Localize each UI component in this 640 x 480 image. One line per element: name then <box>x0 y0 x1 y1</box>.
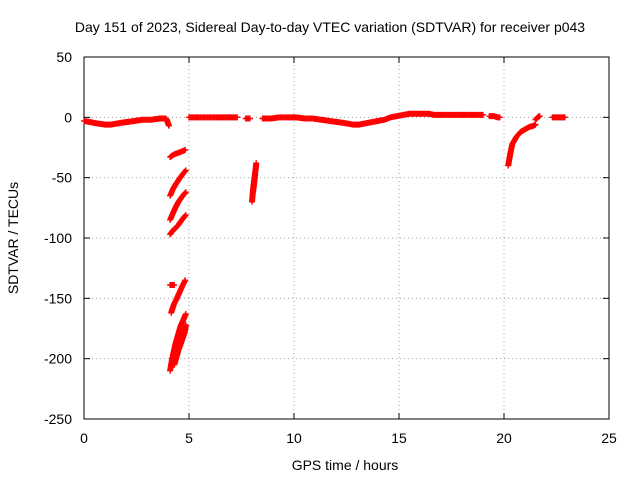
y-tick-label: -100 <box>44 230 72 246</box>
y-axis-label: SDTVAR / TECUs <box>5 182 21 294</box>
data-point <box>182 321 189 328</box>
x-tick-label: 20 <box>496 430 512 446</box>
data-point <box>171 282 178 289</box>
y-tick-label: -200 <box>44 351 72 367</box>
x-tick-label: 25 <box>601 430 617 446</box>
axis-ticks <box>83 56 610 420</box>
y-tick-label: -50 <box>52 170 72 186</box>
y-tick-label: 0 <box>64 109 72 125</box>
data-point <box>536 113 543 120</box>
data-point <box>561 114 568 121</box>
data-point <box>182 212 189 219</box>
data-point <box>234 114 241 121</box>
data-point <box>496 114 503 121</box>
data-point <box>166 122 173 129</box>
y-tick-label: -250 <box>44 411 72 427</box>
data-point <box>182 167 189 174</box>
data-point <box>182 189 189 196</box>
data-point <box>182 311 189 318</box>
data-point <box>182 189 189 196</box>
x-tick-label: 5 <box>185 430 193 446</box>
x-tick-label: 0 <box>80 430 88 446</box>
x-tick-label: 15 <box>391 430 407 446</box>
x-axis-label: GPS time / hours <box>292 457 399 473</box>
data-point <box>252 172 259 179</box>
data-point <box>182 168 189 175</box>
data-point <box>182 146 189 153</box>
axis-tick-labels: 0 5 10 15 20 25 50 0 -50 -100 -150 -200 -250 <box>44 49 617 446</box>
x-tick-label: 10 <box>286 430 302 446</box>
y-tick-label: -150 <box>44 290 72 306</box>
data-points <box>81 110 568 374</box>
chart-title: Day 151 of 2023, Sidereal Day-to-day VTE… <box>75 19 585 35</box>
data-point <box>480 111 486 118</box>
y-tick-label: 50 <box>56 49 72 65</box>
data-point <box>253 160 260 167</box>
data-point <box>246 115 253 122</box>
data-point <box>182 212 189 219</box>
data-point <box>182 277 189 284</box>
